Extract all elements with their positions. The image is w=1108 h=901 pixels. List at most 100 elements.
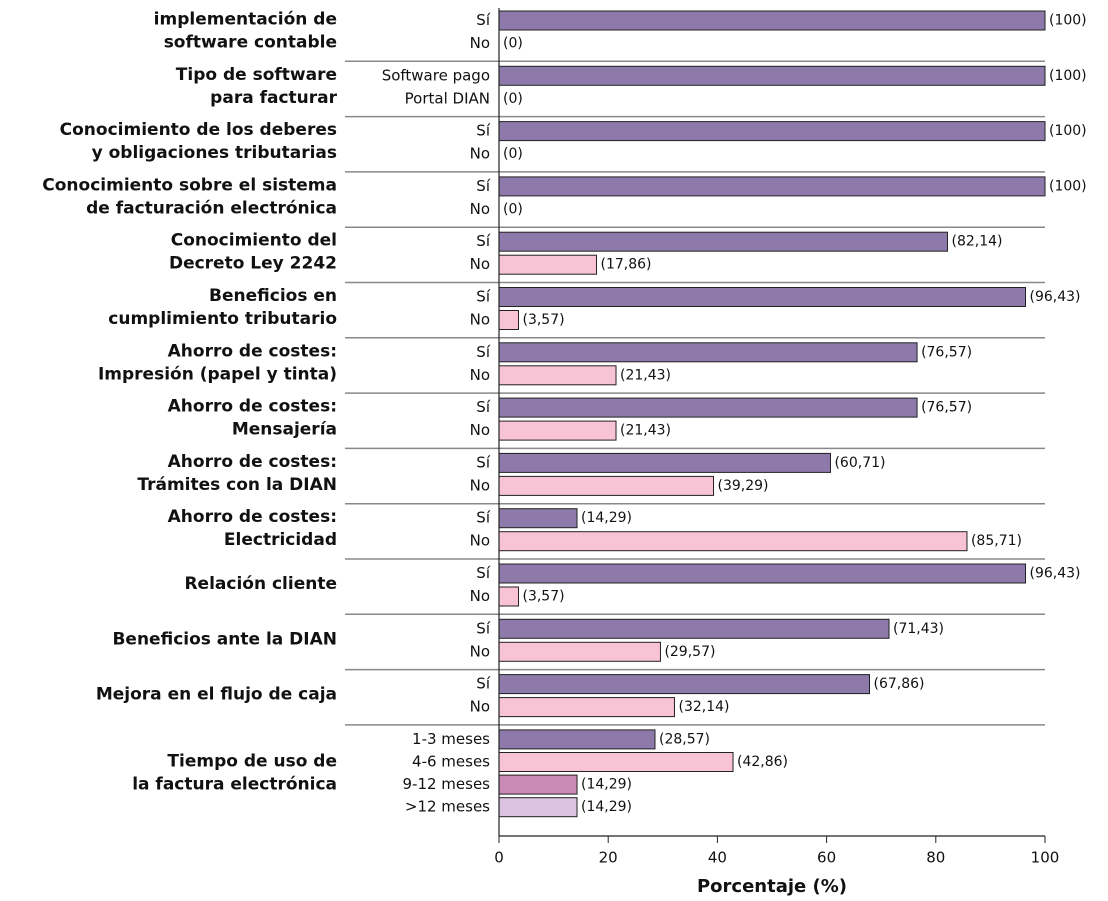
value-label: (3,57) xyxy=(522,589,564,605)
group-label: Conocimiento de los deberes xyxy=(60,120,337,140)
bar xyxy=(498,752,734,772)
category-label: 9-12 meses xyxy=(402,775,490,793)
value-label: (100) xyxy=(1049,178,1087,194)
value-label: (85,71) xyxy=(971,533,1022,549)
bar xyxy=(498,797,578,818)
bar xyxy=(498,563,1027,584)
x-tick-label: 80 xyxy=(926,849,945,867)
value-label: (100) xyxy=(1049,13,1087,29)
group-label: Mejora en el flujo de caja xyxy=(96,685,337,705)
value-label: (14,29) xyxy=(581,510,632,526)
bar xyxy=(498,697,675,718)
value-label: (3,57) xyxy=(522,312,564,328)
value-label: (0) xyxy=(503,201,523,217)
category-label: Sí xyxy=(476,177,491,195)
category-label: Sí xyxy=(476,11,491,29)
bar xyxy=(498,475,715,496)
group-label: cumplimiento tributario xyxy=(108,309,337,329)
category-label: No xyxy=(470,255,490,273)
bar xyxy=(498,342,918,363)
category-label: No xyxy=(470,587,490,605)
category-label: Sí xyxy=(476,675,491,693)
category-label: Sí xyxy=(476,398,491,416)
bar xyxy=(498,586,519,607)
x-axis-label: Porcentaje (%) xyxy=(697,876,847,897)
value-label: (29,57) xyxy=(664,644,715,660)
group-label: Ahorro de costes: xyxy=(168,341,337,361)
bar xyxy=(498,641,661,662)
category-label: No xyxy=(470,642,490,660)
value-label: (32,14) xyxy=(678,699,729,715)
group-label: Ahorro de costes: xyxy=(168,507,337,527)
bar xyxy=(498,397,918,418)
category-label: Sí xyxy=(476,343,491,361)
bar xyxy=(498,10,1046,31)
value-label: (100) xyxy=(1049,68,1087,84)
value-label: (76,57) xyxy=(921,400,972,416)
bar xyxy=(498,65,1046,86)
value-label: (42,86) xyxy=(737,754,788,770)
bar xyxy=(498,618,890,639)
group-label: Conocimiento del xyxy=(171,231,337,251)
value-label: (82,14) xyxy=(951,234,1002,250)
value-label: (28,57) xyxy=(659,731,710,747)
value-label: (60,71) xyxy=(834,455,885,471)
bar xyxy=(498,729,656,750)
category-label: Sí xyxy=(476,122,491,140)
value-label: (21,43) xyxy=(620,367,671,383)
bar xyxy=(498,287,1027,307)
category-label: Software pago xyxy=(382,66,490,84)
group-label: Trámites con la DIAN xyxy=(137,475,337,495)
category-label: No xyxy=(470,200,490,218)
group-label: Mensajería xyxy=(232,420,337,440)
x-tick-label: 60 xyxy=(817,849,836,867)
x-tick-label: 40 xyxy=(708,849,727,867)
group-label: Decreto Ley 2242 xyxy=(169,254,337,274)
category-label: Sí xyxy=(476,509,491,527)
bar xyxy=(498,674,871,695)
x-tick-label: 0 xyxy=(494,849,504,867)
group-label: Relación cliente xyxy=(184,574,337,594)
bar xyxy=(498,420,617,441)
bar xyxy=(498,508,578,529)
category-label: No xyxy=(470,421,490,439)
bar xyxy=(498,231,948,252)
value-label: (0) xyxy=(503,36,523,52)
category-label: Sí xyxy=(476,453,491,471)
category-label: 4-6 meses xyxy=(412,753,490,771)
category-label: No xyxy=(470,698,490,716)
group-label: y obligaciones tributarias xyxy=(92,143,337,163)
category-label: Sí xyxy=(476,232,491,250)
category-label: Sí xyxy=(476,619,491,637)
group-label: Beneficios en xyxy=(209,286,337,306)
value-label: (76,57) xyxy=(921,344,972,360)
value-label: (96,43) xyxy=(1030,289,1081,305)
bar xyxy=(498,452,831,473)
group-label: la factura electrónica xyxy=(132,774,337,794)
group-label: implementación de xyxy=(154,10,337,30)
bar xyxy=(498,121,1046,142)
group-label: Ahorro de costes: xyxy=(168,397,337,417)
value-label: (21,43) xyxy=(620,423,671,439)
group-label: Tipo de software xyxy=(176,65,337,85)
group-label: Conocimiento sobre el sistema xyxy=(42,175,337,195)
bar xyxy=(498,774,578,795)
value-label: (100) xyxy=(1049,123,1087,139)
value-label: (67,86) xyxy=(874,676,925,692)
value-label: (71,43) xyxy=(893,621,944,637)
value-label: (0) xyxy=(503,146,523,162)
value-label: (14,29) xyxy=(581,799,632,815)
bar xyxy=(498,254,598,275)
category-label: Sí xyxy=(476,564,491,582)
x-tick-label: 20 xyxy=(599,849,618,867)
category-label: No xyxy=(470,34,490,52)
category-label: Portal DIAN xyxy=(405,89,490,107)
bar xyxy=(498,310,519,330)
bar xyxy=(498,365,617,386)
x-tick-label: 100 xyxy=(1031,849,1060,867)
group-label: Tiempo de uso de xyxy=(167,751,337,771)
bar xyxy=(498,531,968,552)
value-label: (14,29) xyxy=(581,777,632,793)
bar xyxy=(498,176,1046,197)
